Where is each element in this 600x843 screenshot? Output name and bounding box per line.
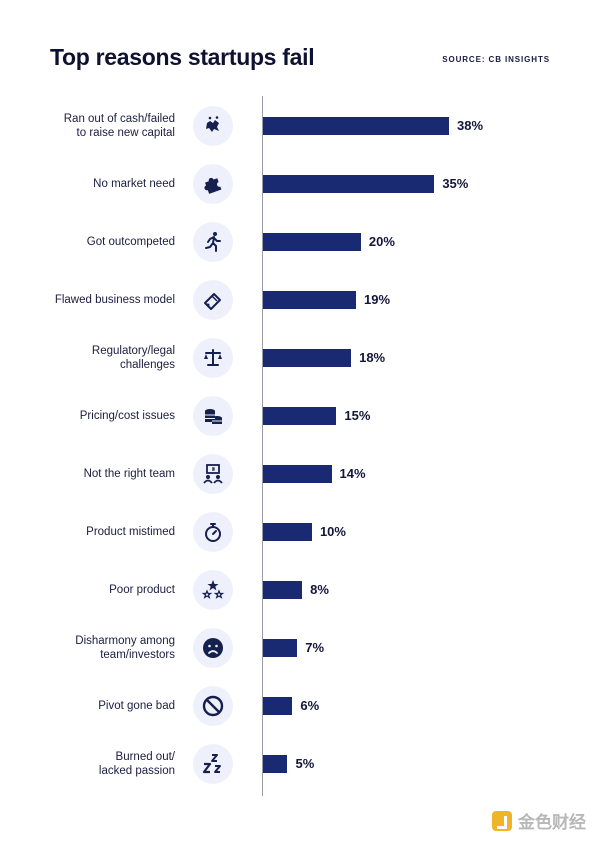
bar-row: Regulatory/legal challenges 18% (0, 334, 600, 382)
team-icon (193, 454, 233, 494)
sad-face-icon (193, 628, 233, 668)
category-label: Flawed business model (54, 293, 175, 306)
data-label: 10% (319, 524, 346, 539)
bar-row: Product mistimed 10% (0, 508, 600, 556)
bar (263, 291, 356, 309)
broken-piggy-bank-icon (193, 106, 233, 146)
bar-row: Disharmony among team/investors 7% (0, 624, 600, 672)
bar-row: Got outcompeted 20% (0, 218, 600, 266)
data-label: 18% (359, 350, 386, 365)
bar (263, 523, 312, 541)
chart-title: Top reasons startups fail (50, 44, 315, 70)
category-label: Product mistimed (86, 525, 175, 538)
bar (263, 581, 303, 599)
bar-row: Not the right team 14% (0, 450, 600, 498)
data-label: 35% (442, 176, 469, 191)
data-label: 20% (368, 234, 395, 249)
data-label: 8% (310, 582, 329, 597)
broken-card-icon (193, 280, 233, 320)
bar (263, 697, 293, 715)
watermark-logo-icon (492, 810, 512, 831)
category-label: Got outcompeted (86, 235, 175, 248)
bar-row: Poor product 8% (0, 566, 600, 614)
sleep-zzz-icon (193, 744, 233, 784)
data-label: 5% (295, 756, 315, 771)
stars-icon (193, 570, 233, 610)
bar (263, 755, 288, 773)
data-label: 15% (344, 408, 371, 423)
category-label: Regulatory/legal challenges (91, 344, 175, 371)
data-label: 19% (364, 292, 391, 307)
bar-row: Pivot gone bad 6% (0, 682, 600, 730)
bar (263, 465, 332, 483)
bar (263, 407, 337, 425)
data-label: 6% (300, 698, 320, 713)
scales-icon (193, 338, 233, 378)
category-label: Not the right team (83, 467, 175, 480)
category-label: Burned out/ lacked passion (98, 750, 175, 777)
watermark-text: 金色财经 (518, 813, 586, 832)
category-label: Ran out of cash/failed to raise new capi… (63, 112, 175, 139)
bar-row: Burned out/ lacked passion 5% (0, 740, 600, 788)
bar (263, 117, 449, 135)
bar (263, 175, 435, 193)
value-axis-line (262, 96, 263, 796)
bar (263, 639, 298, 657)
category-label: No market need (93, 177, 175, 190)
bar (263, 233, 361, 251)
category-label: Pricing/cost issues (79, 409, 175, 422)
data-label: 38% (457, 118, 484, 133)
source-note: SOURCE: CB INSIGHTS (442, 55, 550, 64)
bar (263, 349, 352, 367)
category-label: Disharmony among team/investors (75, 634, 175, 661)
bar-row: No market need 35% (0, 160, 600, 208)
data-label: 7% (305, 640, 325, 655)
stopwatch-icon (193, 512, 233, 552)
running-person-icon (193, 222, 233, 262)
coin-stack-icon (193, 396, 233, 436)
puzzle-piece-icon (193, 164, 233, 204)
bar-row: Flawed business model 19% (0, 276, 600, 324)
category-label: Poor product (109, 583, 175, 596)
no-entry-icon (193, 686, 233, 726)
watermark: 金色财经 (492, 808, 586, 833)
category-label: Pivot gone bad (98, 699, 175, 712)
bar-row: Ran out of cash/failed to raise new capi… (0, 102, 600, 150)
data-label: 14% (339, 466, 366, 481)
bar-row: Pricing/cost issues 15% (0, 392, 600, 440)
